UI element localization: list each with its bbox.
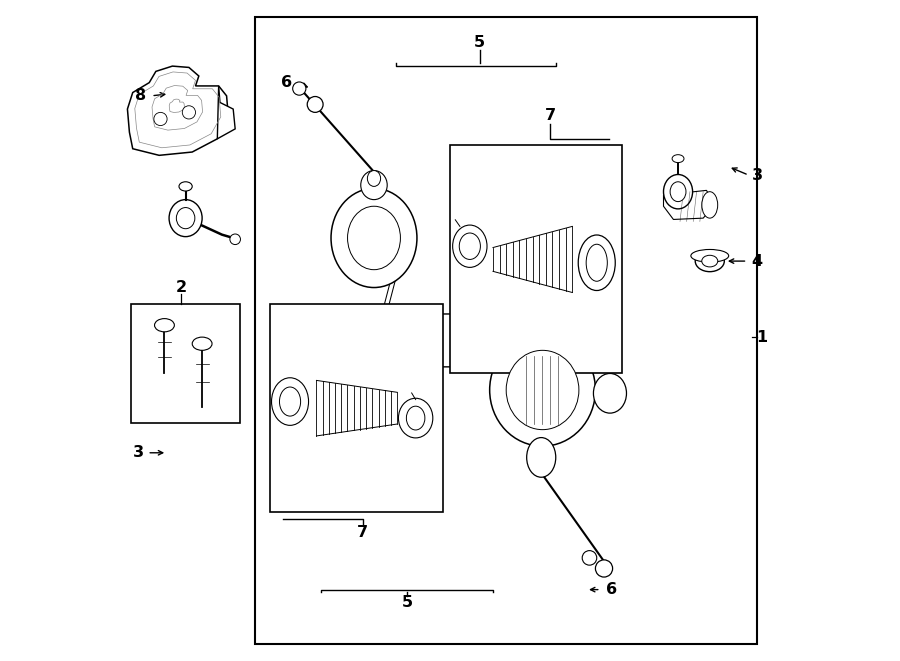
Text: 5: 5 [401,596,412,610]
Text: 3: 3 [132,446,144,460]
Ellipse shape [695,251,725,272]
Ellipse shape [154,112,167,126]
Ellipse shape [702,192,717,218]
Ellipse shape [586,245,608,282]
Ellipse shape [663,175,693,209]
Ellipse shape [331,188,417,288]
Ellipse shape [292,82,306,95]
Ellipse shape [272,378,309,426]
Text: 1: 1 [756,330,768,344]
Ellipse shape [179,182,193,191]
Bar [255,17,758,644]
Ellipse shape [526,438,556,477]
Ellipse shape [176,208,195,229]
Text: 8: 8 [135,89,146,103]
FancyBboxPatch shape [374,314,553,367]
Ellipse shape [596,560,613,577]
Ellipse shape [672,155,684,163]
Ellipse shape [459,233,481,260]
Text: 2: 2 [176,280,186,295]
Ellipse shape [307,97,323,112]
Ellipse shape [453,225,487,267]
Ellipse shape [593,373,626,413]
Ellipse shape [399,398,433,438]
Ellipse shape [582,551,597,565]
Polygon shape [217,86,235,139]
Polygon shape [128,66,229,155]
Ellipse shape [183,106,195,119]
Text: 5: 5 [474,36,485,50]
Ellipse shape [702,255,718,267]
Polygon shape [663,190,716,219]
Text: 3: 3 [752,168,763,182]
Ellipse shape [578,235,616,291]
Ellipse shape [407,406,425,430]
Ellipse shape [169,200,202,237]
Bar [450,145,622,373]
Ellipse shape [230,234,240,245]
Ellipse shape [155,319,175,332]
Text: 6: 6 [607,582,617,597]
Text: 7: 7 [544,108,556,123]
Ellipse shape [361,171,387,200]
Bar [131,304,239,423]
Ellipse shape [280,387,301,416]
Ellipse shape [347,206,400,270]
Text: 7: 7 [357,525,368,539]
Ellipse shape [193,337,212,350]
Ellipse shape [506,350,579,430]
Ellipse shape [691,249,729,262]
Bar [270,304,444,512]
Ellipse shape [367,171,381,186]
Ellipse shape [670,182,686,202]
Text: 6: 6 [281,75,292,90]
Ellipse shape [490,334,596,446]
Text: 4: 4 [752,254,763,268]
